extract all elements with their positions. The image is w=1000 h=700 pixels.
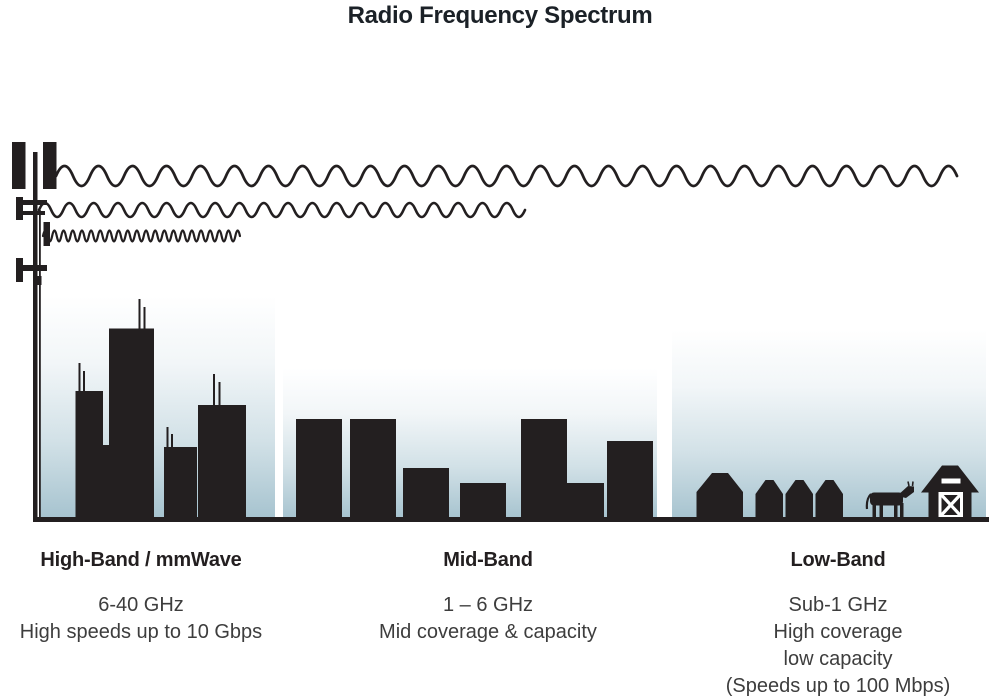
cow-icon — [865, 481, 914, 518]
mid-band-heading: Mid-Band — [443, 549, 533, 571]
skyscrapers-icon — [75, 299, 246, 518]
high-band-frequency: 6-40 GHz — [98, 594, 184, 616]
high-band-label: High-Band / mmWave 6-40 GHz High speeds … — [0, 548, 282, 646]
mid-band-frequency: 1 – 6 GHz — [442, 594, 534, 616]
mid-band-label: Mid-Band 1 – 6 GHz Mid coverage & capaci… — [347, 548, 629, 646]
midrise-buildings-icon — [296, 419, 653, 518]
rooftop-antennas — [78, 299, 221, 447]
low-band-heading: Low-Band — [790, 549, 886, 571]
low-band-frequency: Sub-1 GHz — [788, 594, 888, 616]
high-band-heading: High-Band / mmWave — [40, 549, 242, 571]
low-band-speed: (Speeds up to 100 Mbps) — [725, 675, 951, 697]
low-band-label: Low-Band Sub-1 GHz High coverage low cap… — [697, 548, 979, 700]
low-band-coverage: High coverage — [773, 621, 903, 643]
houses-icon — [696, 473, 843, 518]
mid-band-description: Mid coverage & capacity — [379, 621, 597, 643]
ground-line — [33, 517, 989, 522]
cell-tower-icon — [12, 142, 57, 521]
high-band-description: High speeds up to 10 Gbps — [19, 621, 263, 643]
page-title: Radio Frequency Spectrum — [347, 2, 653, 29]
wave-short-icon — [41, 229, 242, 243]
wave-long-icon — [54, 164, 959, 188]
barn-icon — [921, 465, 979, 518]
wave-medium-icon — [37, 201, 527, 219]
low-band-capacity: low capacity — [783, 648, 893, 670]
